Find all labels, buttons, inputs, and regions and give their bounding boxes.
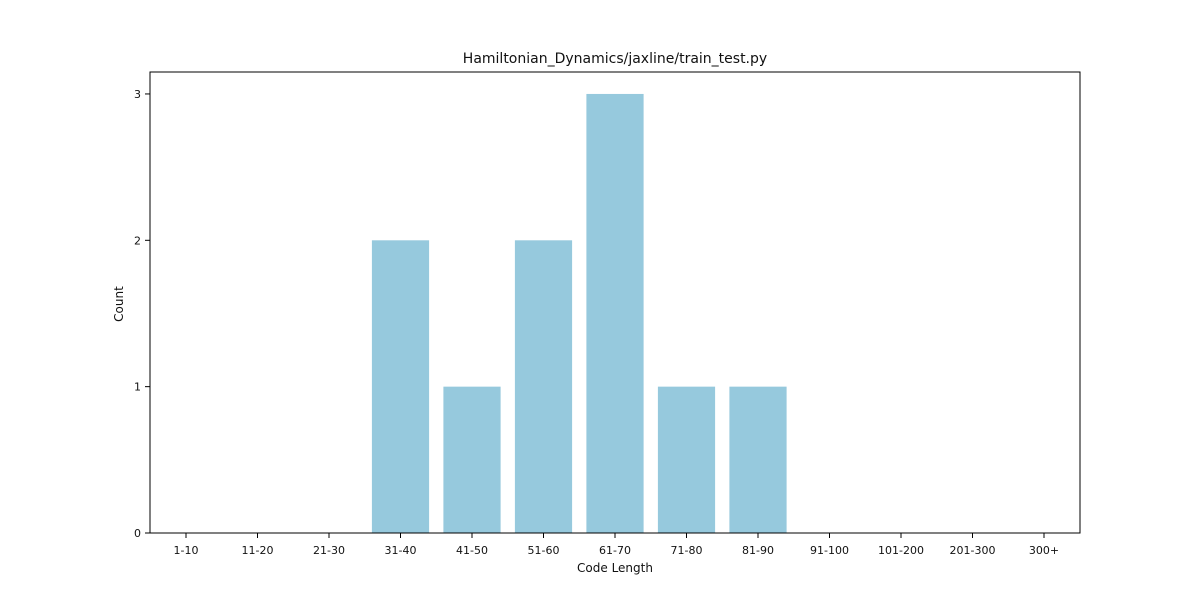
bar-81-90 [729, 386, 787, 533]
chart-title: Hamiltonian_Dynamics/jaxline/train_test.… [463, 51, 767, 67]
x-tick-label: 11-20 [242, 544, 274, 557]
y-tick-label: 3 [134, 88, 141, 101]
x-tick-label: 81-90 [742, 544, 774, 557]
y-tick-label: 2 [134, 234, 141, 247]
y-tick-label: 0 [134, 527, 141, 540]
x-tick-label: 61-70 [599, 544, 631, 557]
x-axis-ticks: 1-10 11-20 21-30 31-40 41-50 51-60 61-70 71-80 8… [174, 533, 1059, 557]
x-tick-label: 300+ [1029, 544, 1059, 557]
bars-group [371, 93, 787, 534]
y-axis-label: Count [112, 286, 126, 322]
bar-51-60 [514, 240, 573, 534]
bar-41-50 [443, 386, 501, 533]
bar-71-80 [657, 386, 716, 533]
x-axis-label: Code Length [577, 561, 653, 575]
x-tick-label: 71-80 [671, 544, 703, 557]
y-axis-ticks: 0 1 2 3 [134, 88, 150, 540]
bar-31-40 [371, 240, 430, 534]
x-tick-label: 31-40 [385, 544, 417, 557]
x-tick-label: 51-60 [528, 544, 560, 557]
x-tick-label: 21-30 [313, 544, 345, 557]
x-tick-label: 91-100 [810, 544, 849, 557]
y-tick-label: 1 [134, 381, 141, 394]
x-tick-label: 41-50 [456, 544, 488, 557]
x-tick-label: 1-10 [174, 544, 199, 557]
x-tick-label: 201-300 [950, 544, 996, 557]
x-tick-label: 101-200 [878, 544, 924, 557]
bar-61-70 [586, 93, 644, 533]
